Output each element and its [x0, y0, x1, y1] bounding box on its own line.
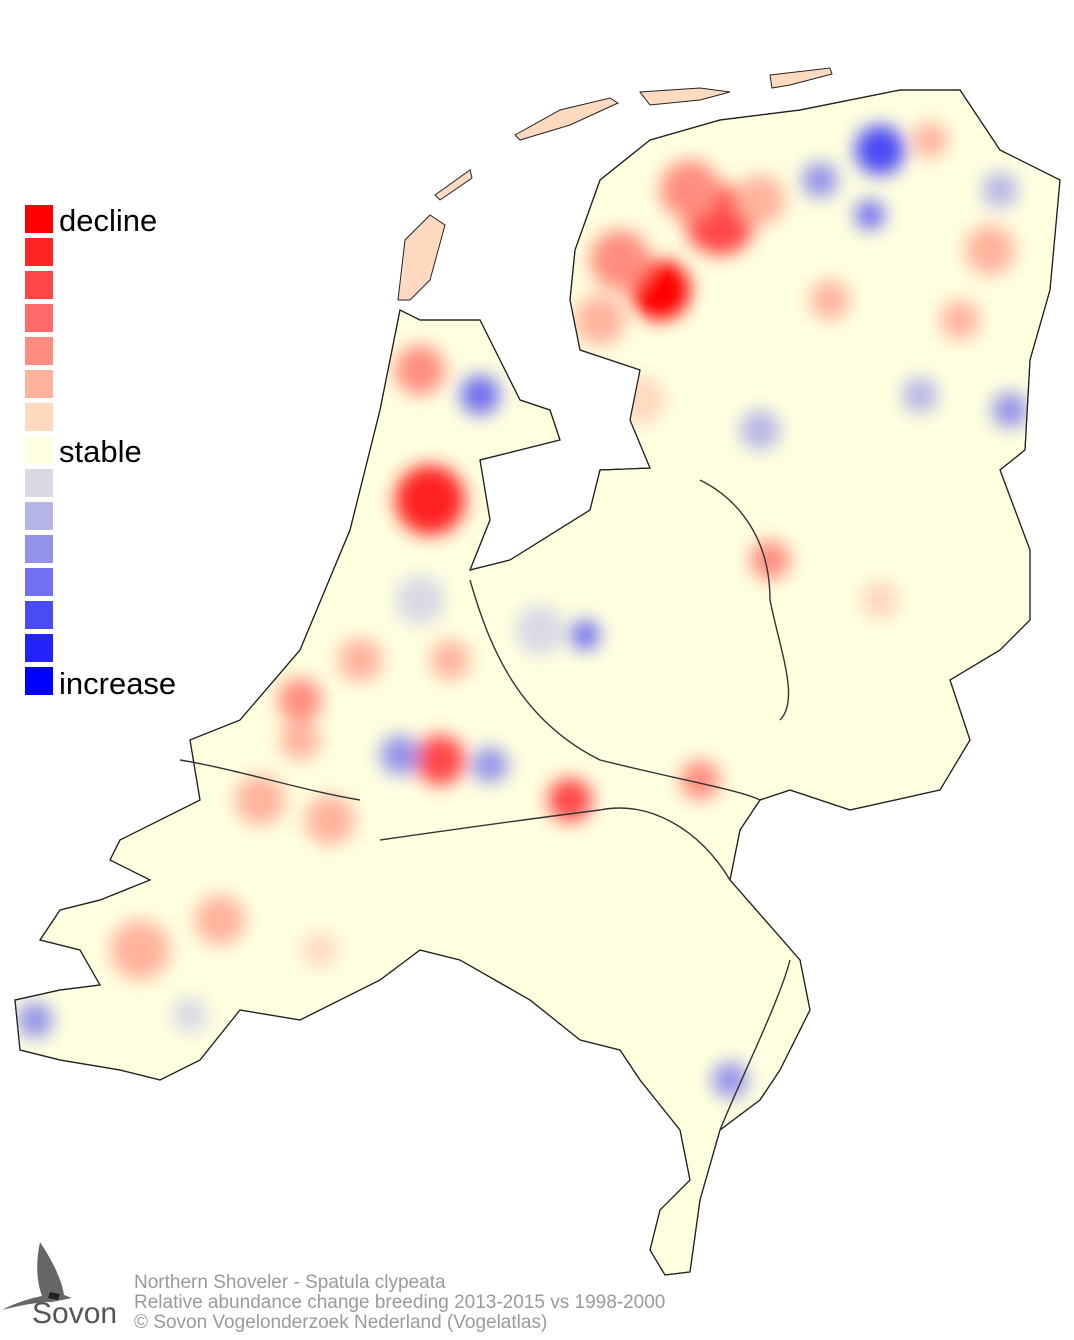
river-line	[469, 579, 761, 801]
change-blob	[280, 720, 320, 760]
river-line	[699, 479, 790, 721]
change-blob	[855, 125, 905, 175]
swallow-icon	[2, 1242, 72, 1310]
change-blob	[590, 230, 650, 290]
change-blob	[415, 735, 465, 785]
change-blob	[615, 375, 665, 425]
change-blob	[680, 760, 720, 800]
change-blob	[570, 620, 600, 650]
change-blob	[278, 678, 322, 722]
legend-swatch	[25, 502, 53, 530]
change-blob	[195, 895, 245, 945]
legend-swatch	[25, 568, 53, 596]
change-blob	[395, 345, 445, 395]
species-title: Northern Shoveler - Spatula clypeata	[134, 1272, 446, 1293]
change-blob	[750, 540, 790, 580]
change-blob	[395, 465, 465, 535]
change-blob	[110, 920, 170, 980]
map-description: Relative abundance change breeding 2013-…	[134, 1292, 666, 1313]
change-blob	[660, 160, 720, 220]
change-blob	[235, 775, 285, 825]
island	[434, 169, 473, 201]
legend-label-stable: stable	[59, 434, 142, 469]
change-blob	[740, 410, 780, 450]
legend-swatch	[25, 667, 53, 695]
legend-swatch	[25, 403, 53, 431]
change-blob	[860, 580, 900, 620]
legend-swatch	[25, 436, 53, 464]
river-line	[179, 759, 361, 801]
change-blob	[712, 1062, 748, 1098]
change-blob	[548, 778, 592, 822]
change-blob	[940, 300, 980, 340]
change-blob	[380, 735, 420, 775]
copyright: © Sovon Vogelonderzoek Nederland (Vogela…	[134, 1312, 548, 1333]
change-blob	[338, 638, 382, 682]
wadden-islands	[397, 67, 833, 301]
river-line	[379, 807, 731, 881]
change-blob	[982, 172, 1018, 208]
rivers	[179, 479, 791, 1131]
legend-swatch	[25, 634, 53, 662]
change-blob	[515, 605, 565, 655]
legend-label-decline: decline	[59, 203, 158, 238]
legend-label-increase: increase	[59, 666, 177, 701]
legend-swatch	[25, 337, 53, 365]
change-blob	[472, 747, 508, 783]
change-blob	[992, 392, 1028, 428]
change-blob	[575, 295, 625, 345]
change-blobs	[17, 122, 1028, 1098]
legend-swatch	[25, 238, 53, 266]
legend-swatch	[25, 370, 53, 398]
legend-swatch	[25, 535, 53, 563]
river-line	[719, 959, 791, 1131]
map-caption: Northern Shoveler - Spatula clypeata Rel…	[134, 1273, 665, 1333]
change-blob	[902, 377, 938, 413]
legend-swatch	[25, 304, 53, 332]
change-blob	[965, 225, 1015, 275]
legend-swatch	[25, 469, 53, 497]
change-blob	[395, 575, 445, 625]
change-blob	[302, 932, 338, 968]
legend-swatch	[25, 601, 53, 629]
change-blob	[17, 1002, 53, 1038]
change-blob	[172, 997, 208, 1033]
legend-swatch	[25, 271, 53, 299]
change-blob	[855, 200, 885, 230]
change-blob	[802, 162, 838, 198]
change-blob	[912, 122, 948, 158]
island	[397, 214, 446, 301]
sovon-logo-text: Sovon	[32, 1297, 118, 1330]
change-blob	[810, 280, 850, 320]
change-blob	[305, 795, 355, 845]
change-blob	[430, 640, 470, 680]
island	[514, 97, 620, 141]
legend-swatch	[25, 205, 53, 233]
change-blob	[735, 175, 785, 225]
change-blob	[460, 375, 500, 415]
island	[639, 87, 731, 106]
land-border	[14, 89, 1061, 1276]
island	[769, 67, 833, 89]
